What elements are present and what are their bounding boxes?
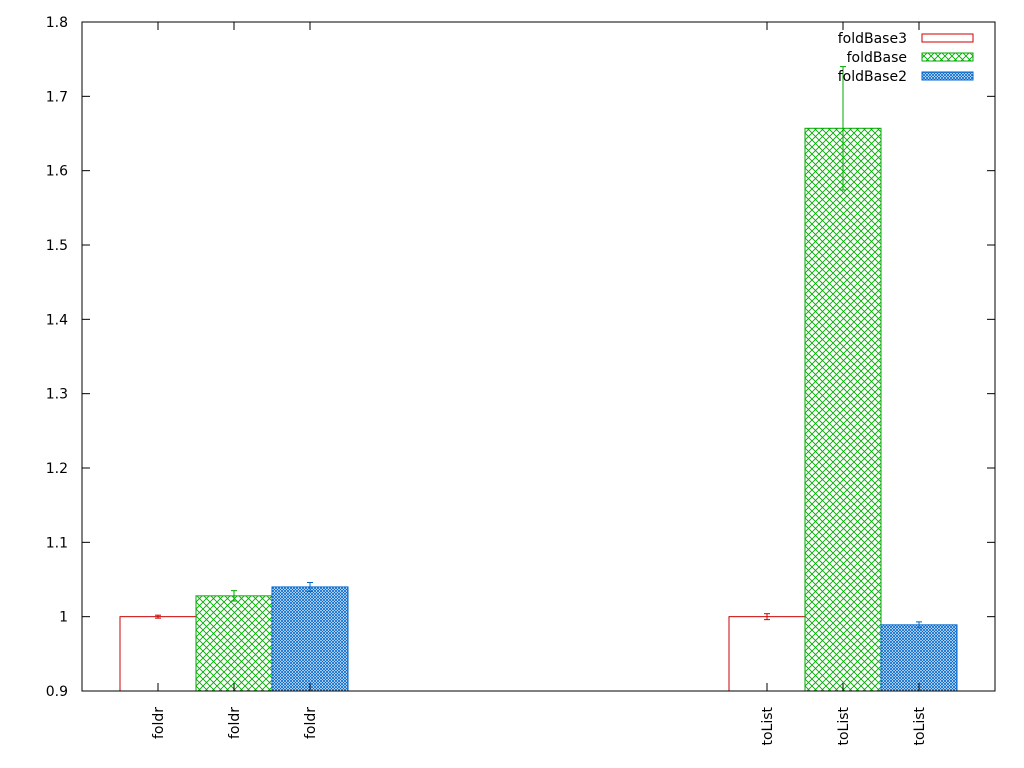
legend: foldBase3 foldBase foldBase2 [838, 31, 974, 85]
y-tick-label: 1.1 [46, 535, 68, 551]
legend-swatch [921, 71, 974, 81]
y-tick-label: 0.9 [46, 684, 68, 700]
legend-swatch [921, 33, 974, 43]
y-tick-label: 1.8 [46, 15, 68, 31]
error-bar-foldBase2-foldr [307, 581, 313, 592]
x-tick-label: foldr [151, 707, 167, 739]
legend-entry-foldBase: foldBase [847, 50, 974, 66]
axes-layer: foldr toList foldr toList foldr toList 0.9 1 1.1… [46, 15, 996, 746]
plot-frame [81, 21, 996, 692]
y-tick-label: 1.2 [46, 461, 68, 477]
y-tick-label: 1.3 [46, 387, 68, 403]
x-tick-label: foldr [303, 707, 319, 739]
y-tick-label: 1.7 [46, 89, 68, 105]
error-bar-foldBase3-foldr [155, 614, 161, 619]
legend-label: foldBase2 [838, 69, 907, 85]
y-tick-label: 1.5 [46, 238, 68, 254]
bar-foldBase2-toList [880, 624, 958, 692]
bar-foldBase-toList [804, 127, 882, 692]
x-tick-label: toList [836, 706, 852, 745]
bar-foldBase-foldr [195, 595, 273, 692]
bar-foldBase3-toList [728, 616, 806, 692]
legend-entry-foldBase3: foldBase3 [838, 31, 974, 47]
y-tick-label: 1.4 [46, 312, 68, 328]
x-tick-label: foldr [227, 707, 243, 739]
error-bar-foldBase-foldr [231, 590, 237, 602]
y-tick-label: 1.6 [46, 164, 68, 180]
legend-entry-foldBase2: foldBase2 [838, 69, 974, 85]
bar-foldBase2-foldr [271, 586, 349, 692]
legend-label: foldBase [847, 50, 907, 66]
error-bar-foldBase3-toList [764, 613, 770, 621]
x-tick-label: toList [760, 706, 776, 745]
x-tick-label: toList [912, 706, 928, 745]
error-bar-foldBase2-toList [916, 621, 922, 629]
bar-foldBase3-foldr [119, 616, 197, 692]
bars-layer [119, 127, 958, 692]
error-bars-layer [155, 66, 922, 629]
y-tick-label: 1 [59, 610, 68, 626]
legend-swatch [921, 52, 974, 62]
error-bar-foldBase-toList [840, 66, 846, 191]
legend-label: foldBase3 [838, 31, 907, 47]
